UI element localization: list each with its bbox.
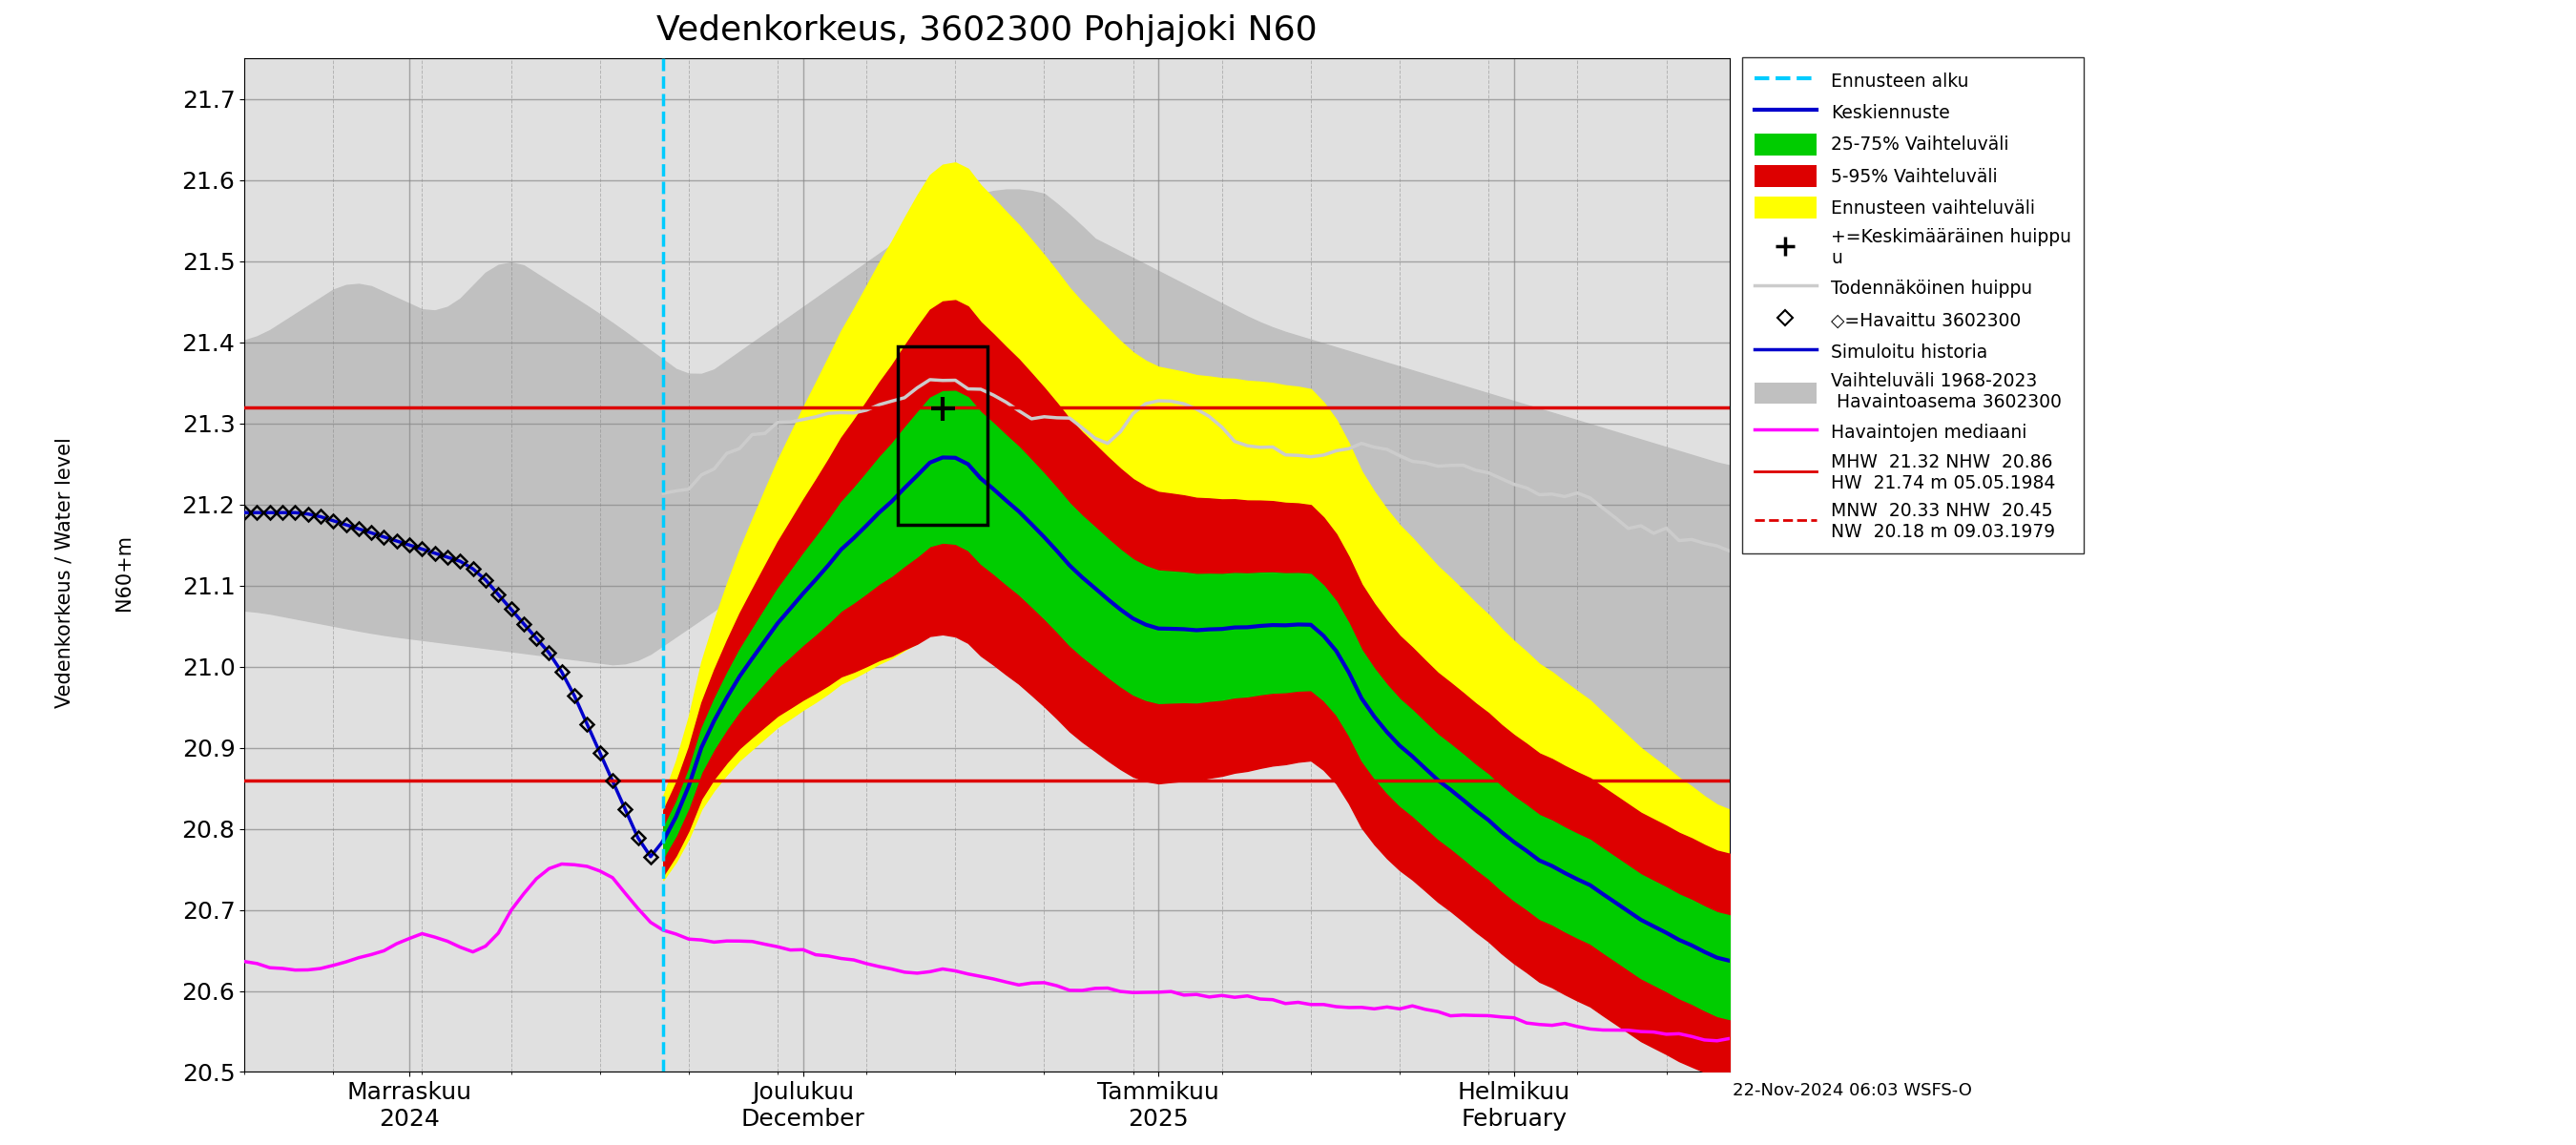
Legend: Ennusteen alku, Keskiennuste, 25-75% Vaihteluväli, 5-95% Vaihteluväli, Ennusteen: Ennusteen alku, Keskiennuste, 25-75% Vai… [1741,57,2084,553]
Text: Vedenkorkeus / Water level: Vedenkorkeus / Water level [54,437,75,708]
Text: 22-Nov-2024 06:03 WSFS-O: 22-Nov-2024 06:03 WSFS-O [1734,1082,1973,1099]
Bar [899,347,987,524]
Title: Vedenkorkeus, 3602300 Pohjajoki N60: Vedenkorkeus, 3602300 Pohjajoki N60 [657,14,1316,47]
Text: N60+m: N60+m [113,535,134,610]
